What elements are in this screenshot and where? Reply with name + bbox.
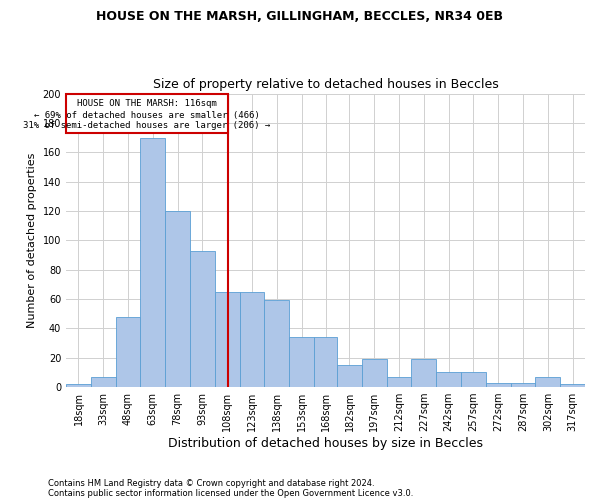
Bar <box>461 372 486 387</box>
Text: ← 69% of detached houses are smaller (466): ← 69% of detached houses are smaller (46… <box>34 111 260 120</box>
Text: HOUSE ON THE MARSH, GILLINGHAM, BECCLES, NR34 0EB: HOUSE ON THE MARSH, GILLINGHAM, BECCLES,… <box>97 10 503 23</box>
Bar <box>289 337 314 387</box>
Y-axis label: Number of detached properties: Number of detached properties <box>27 152 37 328</box>
Bar <box>362 359 386 387</box>
Bar <box>239 292 265 387</box>
Title: Size of property relative to detached houses in Beccles: Size of property relative to detached ho… <box>152 78 499 91</box>
Bar <box>386 377 412 387</box>
Bar <box>560 384 585 387</box>
Bar <box>140 138 165 387</box>
Text: 31% of semi-detached houses are larger (206) →: 31% of semi-detached houses are larger (… <box>23 122 271 130</box>
X-axis label: Distribution of detached houses by size in Beccles: Distribution of detached houses by size … <box>168 437 483 450</box>
Bar <box>190 250 215 387</box>
Bar <box>66 94 228 133</box>
Bar <box>436 372 461 387</box>
Bar <box>412 359 436 387</box>
Bar <box>66 384 91 387</box>
Text: Contains HM Land Registry data © Crown copyright and database right 2024.: Contains HM Land Registry data © Crown c… <box>48 478 374 488</box>
Bar <box>265 300 289 387</box>
Bar <box>486 382 511 387</box>
Bar <box>116 316 140 387</box>
Bar <box>215 292 239 387</box>
Bar <box>511 382 535 387</box>
Text: HOUSE ON THE MARSH: 116sqm: HOUSE ON THE MARSH: 116sqm <box>77 100 217 108</box>
Bar <box>535 377 560 387</box>
Bar <box>314 337 337 387</box>
Bar <box>165 211 190 387</box>
Bar <box>91 377 116 387</box>
Bar <box>337 365 362 387</box>
Text: Contains public sector information licensed under the Open Government Licence v3: Contains public sector information licen… <box>48 488 413 498</box>
